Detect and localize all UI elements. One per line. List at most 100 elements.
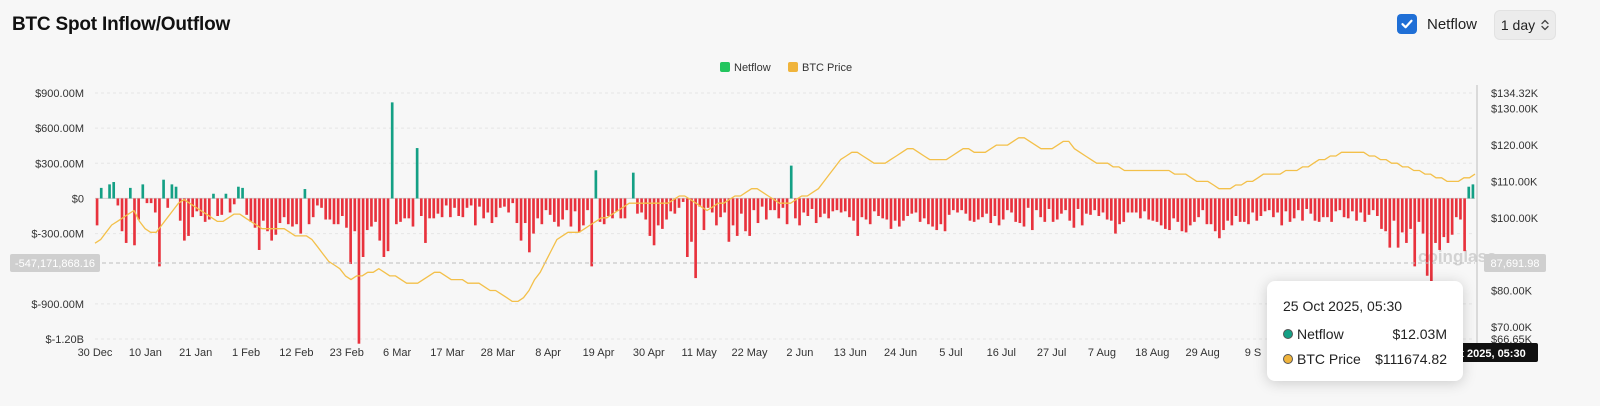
- netflow-bar: [760, 198, 764, 207]
- netflow-bar: [120, 198, 124, 232]
- netflow-bar: [170, 184, 174, 199]
- x-tick-label: 21 Jan: [179, 347, 212, 359]
- netflow-bar: [1400, 198, 1404, 233]
- netflow-bar: [370, 198, 373, 227]
- netflow-bar: [843, 198, 847, 212]
- netflow-bar: [914, 198, 918, 213]
- netflow-bar: [569, 198, 573, 227]
- tooltip-netflow-value: $12.03M: [1392, 326, 1447, 342]
- netflow-bar: [727, 198, 731, 242]
- netflow-bar: [814, 198, 818, 224]
- netflow-bar: [245, 198, 249, 215]
- netflow-bar: [457, 198, 461, 216]
- netflow-bar: [528, 198, 531, 253]
- netflow-bar: [565, 198, 569, 211]
- netflow-bar: [449, 198, 452, 218]
- netflow-bar: [835, 198, 839, 211]
- netflow-bar: [523, 198, 527, 224]
- netflow-bar: [902, 198, 905, 221]
- y-right-tick-label: $134.32K: [1491, 88, 1539, 100]
- netflow-bar: [399, 198, 402, 222]
- netflow-bar: [257, 198, 261, 250]
- netflow-bar: [1218, 198, 1221, 239]
- netflow-bar: [1184, 198, 1188, 233]
- netflow-bar: [411, 198, 415, 227]
- netflow-bar: [1122, 198, 1126, 222]
- crosshair-price-label: 87,691.98: [1491, 258, 1540, 270]
- netflow-toggle[interactable]: Netflow: [1397, 14, 1477, 34]
- netflow-bar: [981, 198, 984, 218]
- netflow-bar: [1035, 198, 1038, 211]
- tooltip-netflow-name: Netflow: [1297, 326, 1344, 342]
- x-tick-label: 6 Mar: [383, 347, 411, 359]
- netflow-bar: [112, 182, 116, 199]
- netflow-bar: [191, 198, 195, 218]
- x-tick-label: 30 Apr: [633, 347, 665, 359]
- netflow-bar: [897, 198, 901, 227]
- netflow-bar: [752, 198, 756, 211]
- netflow-bar: [1139, 198, 1142, 219]
- netflow-bar: [532, 198, 535, 234]
- netflow-bar: [1471, 184, 1475, 199]
- tooltip-row-price: BTC Price $111674.82: [1283, 351, 1447, 367]
- netflow-checkbox[interactable]: [1397, 14, 1417, 34]
- crosshair-y-label-bg: [10, 254, 100, 272]
- netflow-bar: [798, 198, 801, 226]
- netflow-bar: [677, 198, 681, 208]
- netflow-bar: [1251, 198, 1254, 213]
- netflow-bar: [1263, 198, 1267, 212]
- netflow-bar: [349, 198, 352, 265]
- netflow-toggle-label: Netflow: [1427, 15, 1478, 33]
- netflow-bar: [390, 102, 394, 199]
- x-tick-label: 5 Jul: [939, 347, 962, 359]
- netflow-bar: [877, 198, 880, 216]
- netflow-bar: [744, 198, 747, 232]
- netflow-bar: [831, 198, 835, 212]
- netflow-bar: [498, 198, 502, 208]
- netflow-bar: [1022, 198, 1026, 227]
- netflow-bar: [1255, 198, 1259, 221]
- netflow-bar: [1234, 198, 1238, 216]
- netflow-bar: [303, 189, 307, 199]
- netflow-bar: [947, 198, 951, 215]
- netflow-bar: [552, 198, 556, 222]
- netflow-bar: [972, 198, 976, 222]
- price-line[interactable]: [94, 137, 1476, 303]
- netflow-bar: [1109, 198, 1113, 221]
- netflow-bar: [648, 198, 652, 236]
- chart-legend[interactable]: Netflow BTC Price: [720, 62, 852, 74]
- netflow-bar: [395, 198, 398, 225]
- y-right-tick-label: $110.00K: [1491, 176, 1538, 188]
- netflow-bar: [295, 198, 298, 225]
- y-left-tick-label: $-1.20B: [45, 334, 84, 346]
- netflow-bar: [444, 198, 448, 206]
- range-select[interactable]: 1 day: [1494, 10, 1556, 40]
- netflow-bar: [1093, 198, 1096, 211]
- chart-tooltip: 25 Oct 2025, 05:30 Netflow $12.03M BTC P…: [1267, 281, 1463, 381]
- netflow-bar: [536, 198, 540, 219]
- x-tick-label: 11 May: [682, 347, 718, 359]
- netflow-bar: [1413, 198, 1417, 267]
- netflow-bar: [1097, 198, 1101, 216]
- netflow-bar: [332, 198, 336, 225]
- tooltip-price-dot: [1283, 354, 1293, 364]
- y-right-tick-label: $70.00K: [1491, 322, 1533, 334]
- netflow-bar: [827, 198, 830, 219]
- netflow-bar: [1201, 198, 1205, 211]
- netflow-bar: [1068, 198, 1072, 221]
- y-left-tick-label: $0: [72, 193, 84, 205]
- y-right-tick-label: $130.00K: [1491, 104, 1539, 116]
- netflow-bar: [985, 198, 988, 214]
- netflow-bar: [361, 198, 365, 257]
- netflow-bar: [1172, 198, 1175, 219]
- netflow-bar: [1205, 198, 1209, 225]
- netflow-bar: [386, 198, 390, 252]
- netflow-bar: [1425, 198, 1429, 276]
- netflow-bar: [324, 198, 328, 220]
- netflow-bar: [511, 198, 515, 204]
- netflow-bar: [124, 198, 128, 243]
- netflow-bars[interactable]: [95, 102, 1475, 344]
- netflow-bar: [478, 198, 481, 207]
- netflow-bar: [1363, 198, 1367, 222]
- netflow-bar: [852, 198, 855, 221]
